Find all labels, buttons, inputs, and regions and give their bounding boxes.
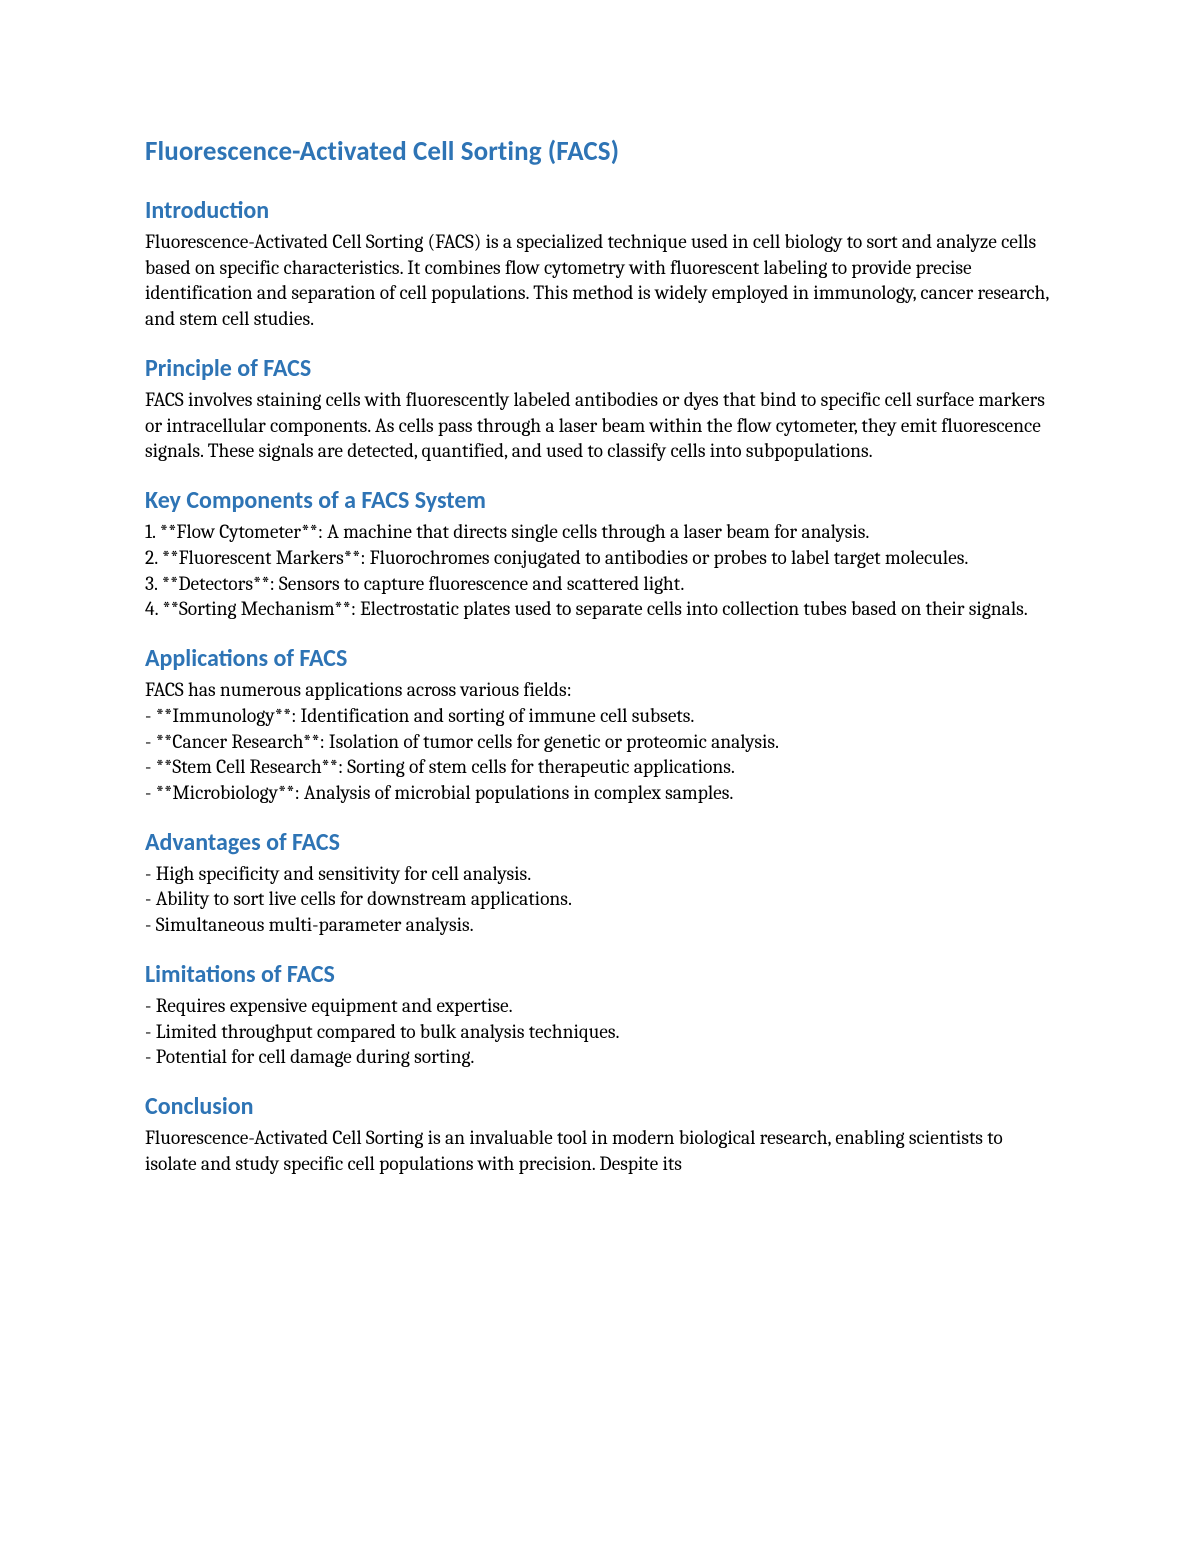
- list-item: - Limited throughput compared to bulk an…: [145, 1019, 1055, 1045]
- section-applications: Applications of FACS FACS has numerous a…: [145, 644, 1055, 806]
- document-page: Fluorescence-Activated Cell Sorting (FAC…: [0, 0, 1200, 1553]
- section-components: Key Components of a FACS System 1. **Flo…: [145, 486, 1055, 622]
- list-item: - **Immunology**: Identification and sor…: [145, 703, 1055, 729]
- heading-limitations: Limitations of FACS: [145, 960, 1055, 989]
- list-item: 4. **Sorting Mechanism**: Electrostatic …: [145, 596, 1055, 622]
- text-components: 1. **Flow Cytometer**: A machine that di…: [145, 519, 1055, 622]
- heading-introduction: Introduction: [145, 196, 1055, 225]
- list-item: 2. **Fluorescent Markers**: Fluorochrome…: [145, 545, 1055, 571]
- text-advantages: - High specificity and sensitivity for c…: [145, 861, 1055, 938]
- text-principle: FACS involves staining cells with fluore…: [145, 387, 1055, 464]
- section-limitations: Limitations of FACS - Requires expensive…: [145, 960, 1055, 1070]
- list-item: - **Cancer Research**: Isolation of tumo…: [145, 729, 1055, 755]
- document-title: Fluorescence-Activated Cell Sorting (FAC…: [145, 135, 1055, 168]
- heading-applications: Applications of FACS: [145, 644, 1055, 673]
- heading-advantages: Advantages of FACS: [145, 828, 1055, 857]
- list-item: 3. **Detectors**: Sensors to capture flu…: [145, 571, 1055, 597]
- list-item: - Requires expensive equipment and exper…: [145, 993, 1055, 1019]
- list-item: - **Microbiology**: Analysis of microbia…: [145, 780, 1055, 806]
- list-item: - Ability to sort live cells for downstr…: [145, 886, 1055, 912]
- list-item: FACS has numerous applications across va…: [145, 677, 1055, 703]
- heading-components: Key Components of a FACS System: [145, 486, 1055, 515]
- heading-conclusion: Conclusion: [145, 1092, 1055, 1121]
- section-advantages: Advantages of FACS - High specificity an…: [145, 828, 1055, 938]
- section-introduction: Introduction Fluorescence-Activated Cell…: [145, 196, 1055, 332]
- section-principle: Principle of FACS FACS involves staining…: [145, 354, 1055, 464]
- text-applications: FACS has numerous applications across va…: [145, 677, 1055, 806]
- text-introduction: Fluorescence-Activated Cell Sorting (FAC…: [145, 229, 1055, 332]
- section-conclusion: Conclusion Fluorescence-Activated Cell S…: [145, 1092, 1055, 1176]
- list-item: - **Stem Cell Research**: Sorting of ste…: [145, 754, 1055, 780]
- list-item: - High specificity and sensitivity for c…: [145, 861, 1055, 887]
- list-item: 1. **Flow Cytometer**: A machine that di…: [145, 519, 1055, 545]
- text-conclusion: Fluorescence-Activated Cell Sorting is a…: [145, 1125, 1055, 1176]
- text-limitations: - Requires expensive equipment and exper…: [145, 993, 1055, 1070]
- heading-principle: Principle of FACS: [145, 354, 1055, 383]
- list-item: - Potential for cell damage during sorti…: [145, 1044, 1055, 1070]
- list-item: - Simultaneous multi-parameter analysis.: [145, 912, 1055, 938]
